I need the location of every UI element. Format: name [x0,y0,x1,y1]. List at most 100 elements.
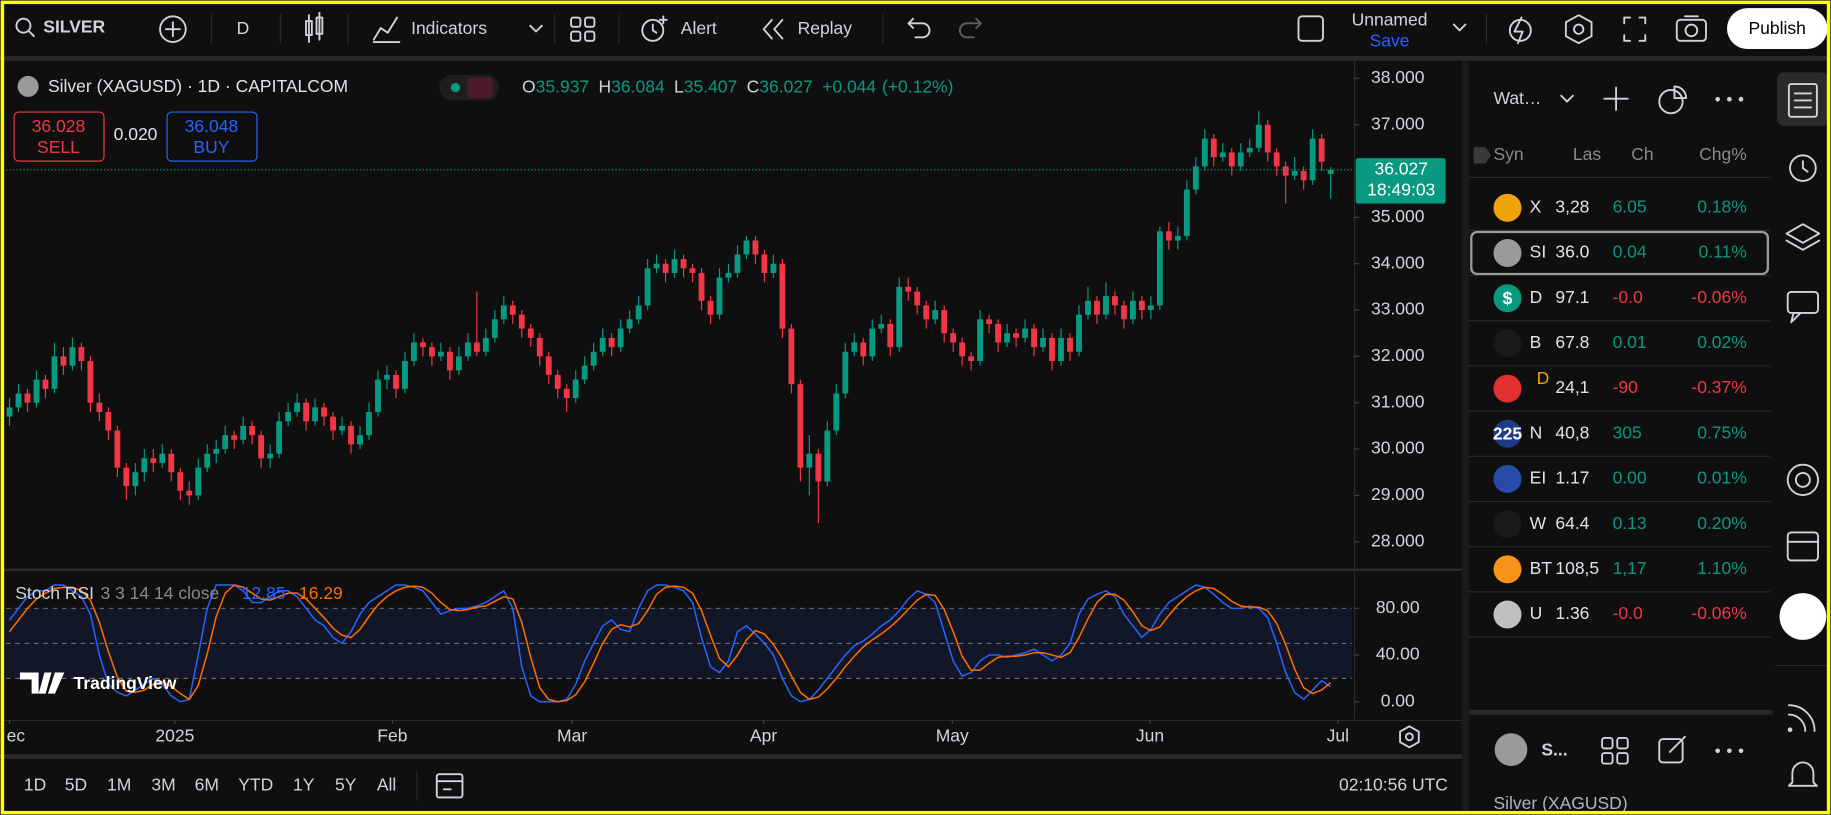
column-header[interactable]: Chg% [1699,144,1747,164]
watchlist-row[interactable]: D 24,1 -90 -0.37% [1493,368,1747,403]
range-button[interactable]: All [377,774,396,794]
candle-body [42,379,49,389]
sell-label[interactable]: SELL [37,137,80,157]
undo-button[interactable] [907,17,931,39]
symbol-icon [1493,329,1522,358]
buy-button[interactable] [166,111,258,162]
sell-price[interactable]: 36.028 [32,116,86,136]
candle-body [105,411,112,431]
layout-checkbox[interactable] [1297,15,1324,42]
publish-label[interactable]: Publish [1749,18,1806,38]
watchlist-row[interactable]: SI 36.0 0.04 0.11% [1470,230,1770,276]
details-layouts[interactable] [1601,737,1629,765]
candle-body [285,411,292,422]
save-label[interactable]: Save [1370,31,1410,51]
candle-body [545,356,552,375]
row-change-pct: 0.01% [1697,468,1747,488]
candle-body [959,342,966,357]
layout-menu[interactable] [1452,23,1467,32]
candle-body [905,286,912,292]
watchlist-row[interactable]: X 3,28 6.05 0.18% [1493,193,1747,222]
column-header[interactable]: Las [1573,144,1601,164]
symbol-search[interactable]: SILVER [15,17,106,38]
candle-body [1112,296,1118,306]
row-last: 97.1 [1555,287,1589,307]
symbol-icon [1493,464,1522,493]
symbol-icon [1493,284,1522,313]
go-to-date[interactable] [435,773,464,799]
candle-body [1120,305,1127,320]
watchlist-title[interactable]: Wat… [1493,88,1541,108]
add-symbol[interactable] [1603,86,1629,111]
indicators-label[interactable]: Indicators [411,18,487,38]
candle-body [815,453,822,482]
column-header[interactable]: Syn [1493,144,1523,164]
details-edit[interactable] [1658,735,1686,764]
candle-body [1174,235,1181,241]
axis-settings[interactable] [1399,725,1420,749]
range-button[interactable]: 1D [24,774,46,794]
compare-button[interactable] [159,15,187,43]
candle-body [1255,124,1262,148]
range-button[interactable]: 6M [195,774,219,794]
candle-body [195,467,202,496]
advanced-view[interactable] [1658,85,1688,115]
buy-label[interactable]: BUY [193,137,229,157]
publish-button[interactable] [1726,8,1828,50]
replay-button[interactable]: Replay [762,18,853,40]
candle-body [420,342,426,348]
settings[interactable] [1564,14,1593,45]
ohlc-prefix: H [599,76,612,96]
watchlist-row[interactable]: 225 N 40,8 305 0.75% [1493,419,1747,448]
watchlist-row[interactable]: U 1.36 -0.0 -0.06% [1493,600,1747,629]
row-change-pct: 0.11% [1699,242,1747,262]
layouts-button[interactable] [570,16,596,42]
candle-body [500,305,507,320]
range-button[interactable]: 5Y [335,774,357,794]
indicator-k-value: 12.85 [242,583,286,603]
row-symbol: W [1530,513,1547,533]
watchlist-row[interactable]: W 64.4 0.13 0.20% [1493,510,1747,539]
snapshot[interactable] [1675,15,1707,42]
redo-button[interactable] [958,17,982,39]
range-button[interactable]: YTD [238,774,273,794]
row-change-pct: 0.02% [1697,332,1747,352]
candle-body [851,342,858,352]
quick-search[interactable] [1508,16,1532,45]
sell-button[interactable] [13,111,105,162]
y-tick-label: 40.00 [1376,644,1420,664]
range-button[interactable]: 3M [151,774,175,794]
candle-body [986,319,993,324]
row-last: 3,28 [1555,196,1589,216]
layout-name[interactable]: Unnamed [1352,10,1428,30]
alert-label[interactable]: Alert [681,18,717,38]
watchlist-menu[interactable] [1560,94,1574,103]
range-button[interactable]: 1M [107,774,131,794]
chart-type-button[interactable] [305,11,324,43]
fullscreen[interactable] [1623,16,1647,42]
candle-body [1058,337,1064,362]
candle-body [1076,314,1082,352]
candle-body [114,430,121,468]
details-symbol: S... [1541,739,1567,759]
buy-price[interactable]: 36.048 [185,116,239,136]
alert-button[interactable]: Alert [641,15,717,42]
watchlist-row[interactable]: BT 108,5 1,17 1.10% [1493,555,1747,584]
watchlist-row[interactable]: $ D 97.1 -0.0 -0.06% [1493,284,1747,313]
symbol[interactable]: SILVER [43,17,105,37]
range-button[interactable]: 1Y [293,774,315,794]
details-more[interactable] [1715,748,1744,754]
column-header[interactable]: Ch [1631,144,1653,164]
sidebar-icons[interactable] [1777,72,1829,787]
interval[interactable]: D [237,18,250,38]
replay-label[interactable]: Replay [798,18,853,38]
ohlc-value: 35.937 [536,76,590,96]
symbol-icon [1493,374,1522,403]
range-button[interactable]: 5D [65,774,87,794]
indicators-button[interactable]: Indicators [372,16,543,43]
watchlist-row[interactable]: EI 1.17 0.00 0.01% [1493,464,1747,493]
watchlist-more[interactable] [1715,96,1744,102]
row-symbol: SI [1530,242,1547,262]
watchlist-row[interactable]: B 67.8 0.01 0.02% [1493,329,1747,358]
candle-body [1183,189,1190,236]
